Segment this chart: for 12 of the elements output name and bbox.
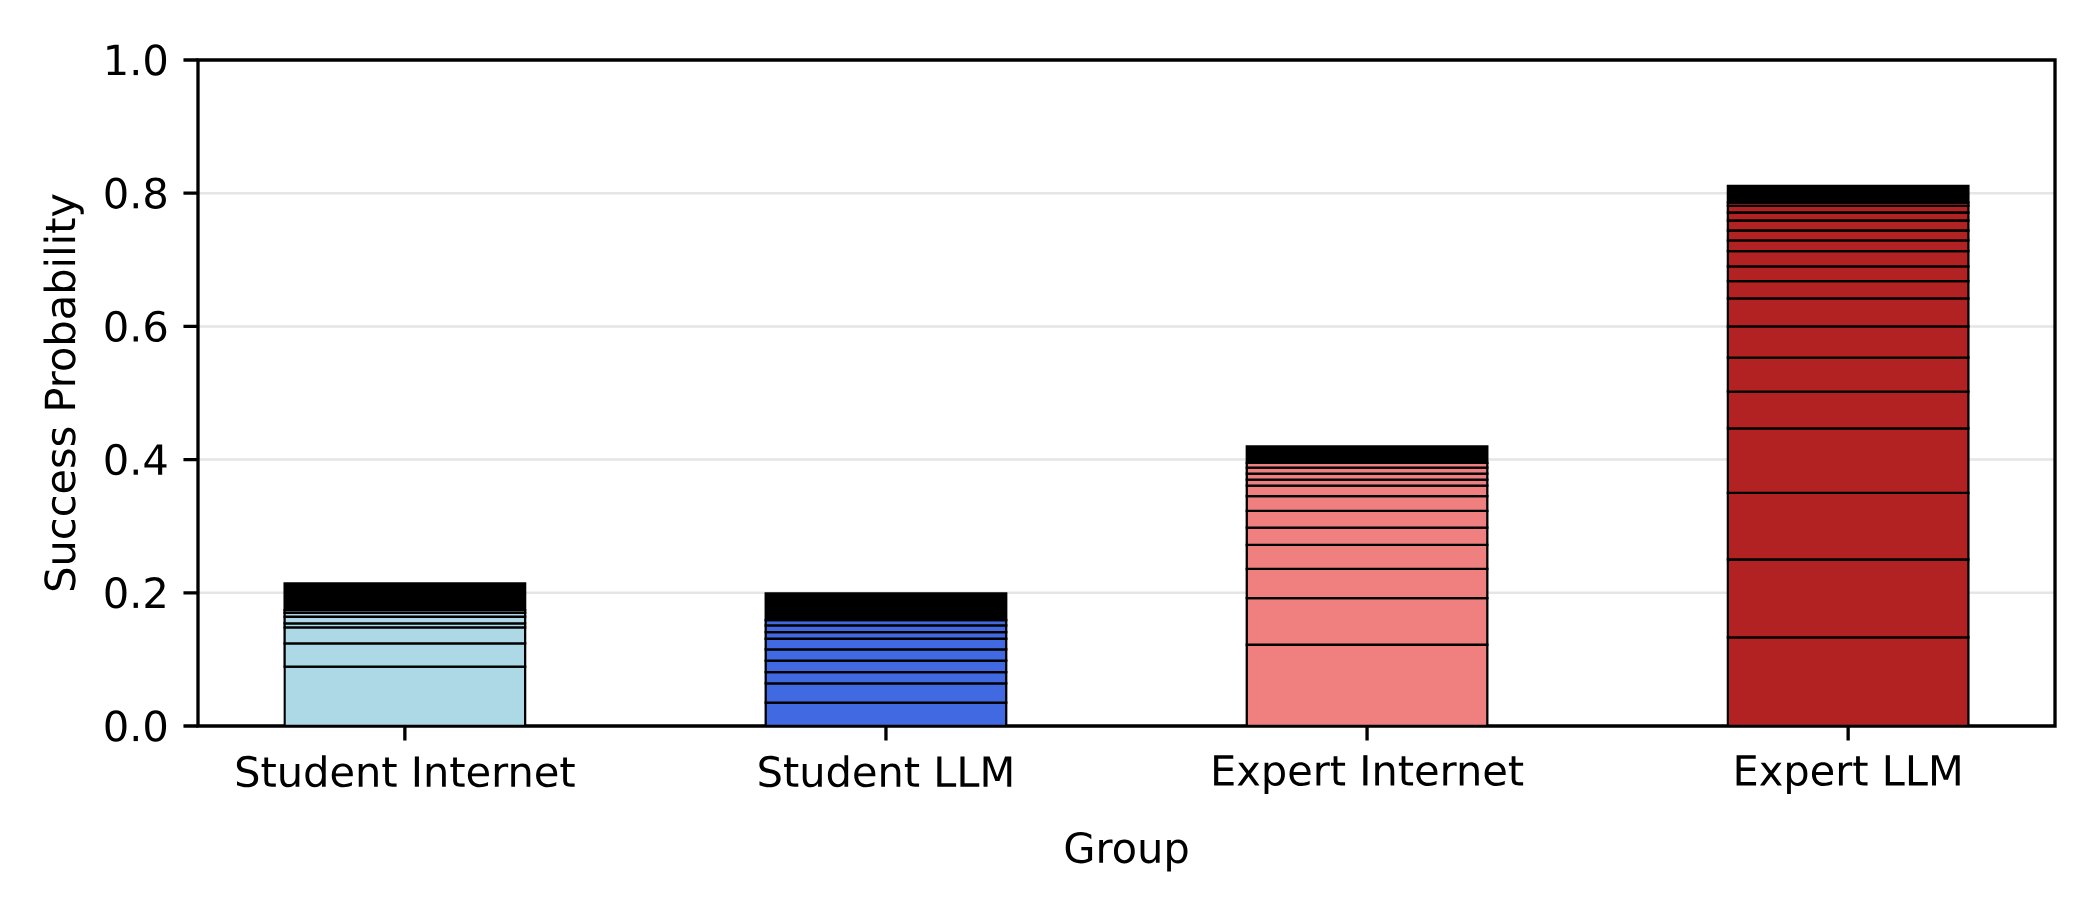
x-tick-label: Student LLM: [759, 755, 1012, 788]
x-axis-title: Group: [1065, 831, 1188, 872]
y-tick-label: 1.0: [107, 44, 167, 76]
y-tick-label: 0.8: [105, 177, 166, 209]
y-tick-label: 0.0: [105, 710, 167, 742]
y-tick-label: 0.6: [105, 310, 167, 343]
x-tick-label: Expert LLM: [1736, 755, 1960, 795]
x-tick-label: Expert Internet: [1214, 755, 1524, 795]
y-axis-title: Success Probability: [43, 194, 84, 591]
x-tick-label: Student Internet: [236, 755, 575, 788]
y-tick-label: 0.2: [105, 577, 165, 609]
y-tick-label: 0.4: [105, 443, 167, 476]
